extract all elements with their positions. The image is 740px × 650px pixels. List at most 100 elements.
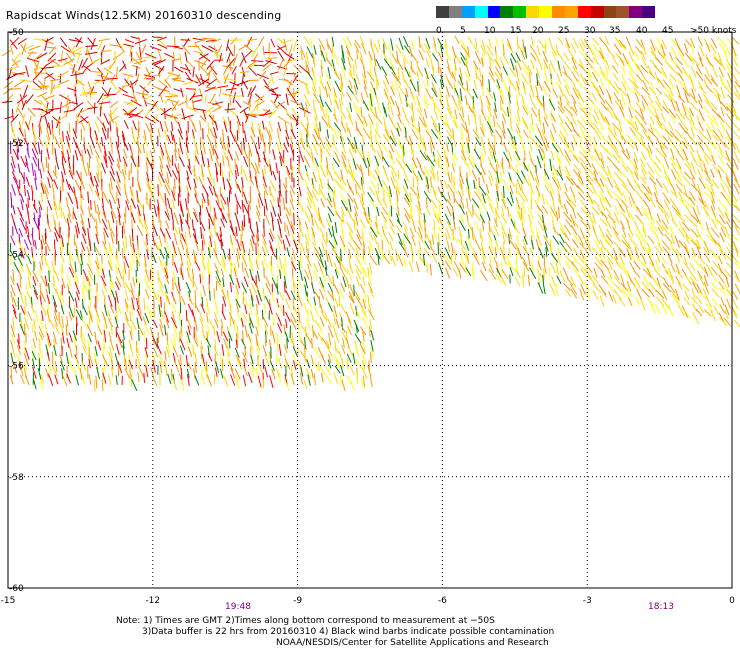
wind-barb <box>297 169 304 181</box>
wind-barb <box>347 193 354 203</box>
wind-barb <box>340 81 343 91</box>
wind-barb <box>628 197 633 208</box>
wind-barb <box>474 221 480 231</box>
wind-barb <box>488 169 494 182</box>
wind-barb <box>304 276 309 289</box>
wind-barb <box>684 91 689 103</box>
wind-barb <box>12 137 18 149</box>
wind-barb <box>732 170 738 182</box>
wind-barb <box>21 43 27 56</box>
wind-barb <box>164 284 168 294</box>
wind-barb <box>334 52 339 65</box>
wind-barb <box>619 177 627 188</box>
wind-barb <box>592 199 600 208</box>
wind-barb <box>17 163 21 174</box>
wind-barb <box>328 115 330 129</box>
wind-barb <box>271 219 275 231</box>
wind-barb <box>109 346 113 358</box>
wind-barb <box>704 99 713 109</box>
wind-barb <box>79 367 83 380</box>
wind-barb <box>110 358 114 370</box>
wind-barb <box>695 295 703 305</box>
wind-barb <box>230 36 238 46</box>
wind-barb <box>647 185 653 196</box>
wind-barb <box>361 367 368 379</box>
wind-barb <box>256 228 259 242</box>
wind-barb <box>273 94 279 104</box>
wind-barb <box>11 184 16 196</box>
wind-barb <box>444 44 449 54</box>
wind-barb <box>563 224 572 236</box>
wind-barb <box>349 263 354 274</box>
wind-barb <box>235 226 238 236</box>
wind-barb <box>124 177 126 187</box>
wind-barb <box>607 283 615 292</box>
wind-barb <box>117 336 123 348</box>
wind-barb <box>143 129 147 140</box>
wind-barb <box>381 225 385 236</box>
wind-barb <box>685 234 690 244</box>
wind-barb <box>703 163 709 175</box>
wind-barb <box>137 179 142 191</box>
wind-barb <box>573 233 579 243</box>
wind-barb <box>705 296 713 308</box>
wind-barb <box>691 162 697 175</box>
wind-barb <box>353 64 355 76</box>
wind-barb <box>325 142 331 152</box>
wind-barb <box>19 323 25 336</box>
wind-barb <box>605 65 609 75</box>
wind-barb <box>578 156 586 165</box>
wind-barb <box>325 312 328 322</box>
wind-barb <box>333 87 337 98</box>
wind-barb <box>481 220 484 231</box>
wind-barb <box>116 164 122 175</box>
y-tick-label: -52 <box>9 139 24 149</box>
wind-barb <box>326 81 332 92</box>
wind-barb <box>416 261 420 272</box>
wind-barb <box>262 176 267 188</box>
wind-barb <box>108 115 119 123</box>
wind-barb <box>494 71 501 80</box>
wind-barb <box>346 221 354 233</box>
wind-barb <box>663 156 670 169</box>
wind-barb <box>723 142 731 151</box>
wind-barb <box>363 291 367 303</box>
wind-barb <box>542 50 548 63</box>
wind-barb <box>184 63 192 75</box>
wind-barb <box>368 100 374 113</box>
wind-barb <box>327 359 332 369</box>
wind-barb <box>46 337 50 348</box>
wind-barb <box>362 276 366 287</box>
wind-barb <box>671 248 680 257</box>
wind-barb <box>166 295 171 305</box>
wind-barb <box>236 291 239 302</box>
wind-barb <box>193 186 198 197</box>
wind-barb <box>80 253 84 265</box>
wind-barb <box>207 226 213 238</box>
wind-barb <box>320 156 323 167</box>
wind-barb <box>185 88 196 90</box>
wind-barb <box>403 207 411 219</box>
wind-barb <box>710 169 715 178</box>
wind-barb <box>433 156 439 166</box>
wind-barb <box>331 162 336 175</box>
wind-barb <box>220 318 224 329</box>
wind-barb <box>72 52 83 56</box>
wind-barb <box>131 297 135 311</box>
wind-barb <box>635 46 643 55</box>
wind-barb <box>559 130 567 141</box>
wind-barb <box>94 130 99 141</box>
wind-barb <box>494 207 500 219</box>
wind-barb <box>369 304 372 315</box>
wind-barb <box>668 121 674 131</box>
wind-barb <box>213 325 216 336</box>
wind-barb <box>591 212 596 224</box>
wind-barb <box>437 225 444 237</box>
wind-barb <box>458 219 466 232</box>
wind-barb <box>453 176 456 187</box>
wind-barb <box>367 295 370 307</box>
wind-barb <box>285 165 291 175</box>
wind-barb <box>524 46 527 59</box>
wind-barb <box>416 95 421 106</box>
wind-barb <box>107 219 112 232</box>
